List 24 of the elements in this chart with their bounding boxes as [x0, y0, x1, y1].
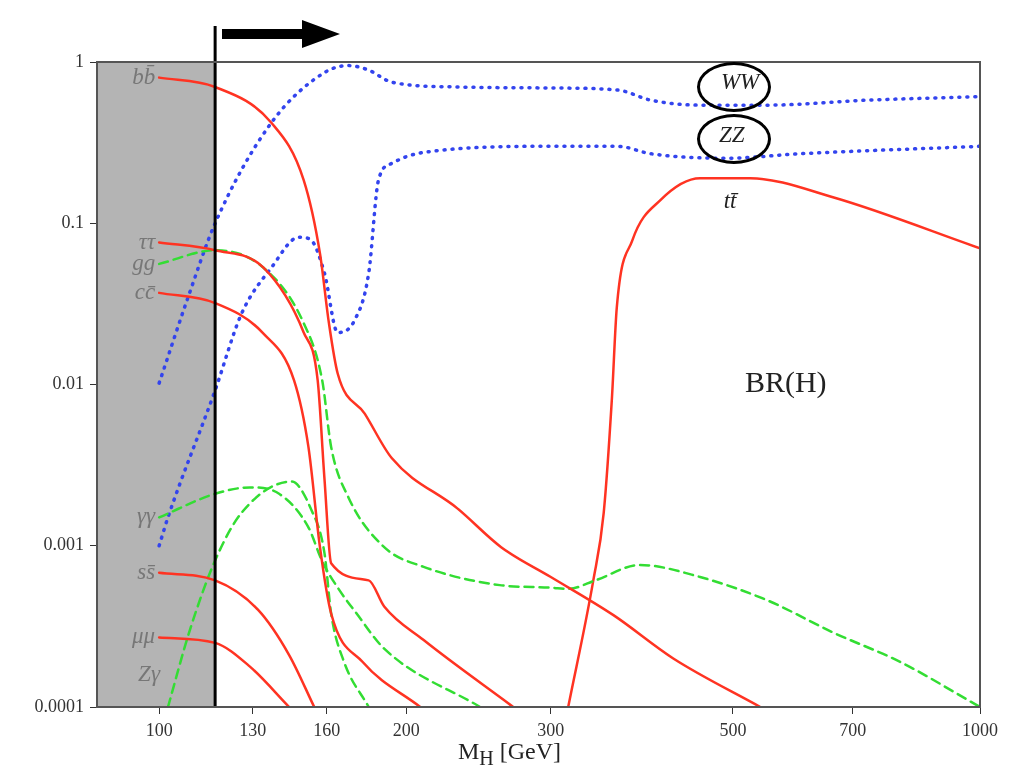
series-label: μμ [131, 623, 156, 649]
y-tick-label: 1 [75, 50, 84, 71]
x-tick-label: 100 [145, 719, 173, 740]
y-tick-label: 0.01 [52, 373, 84, 394]
y-tick-label: 0.0001 [34, 695, 84, 716]
x-tick-label: 700 [839, 719, 867, 740]
series-label: WW [720, 69, 762, 95]
x-tick-label: 130 [239, 719, 267, 740]
annotation: BR(H) [744, 365, 827, 400]
x-tick-label: 160 [313, 719, 341, 740]
x-tick-label: 200 [392, 719, 420, 740]
series-label: γγ [137, 503, 157, 529]
x-tick-label: 1000 [962, 719, 998, 740]
y-tick-label: 0.1 [61, 211, 84, 232]
series-label: tt̄ [723, 188, 739, 214]
series-label: bb̄ [132, 63, 156, 89]
x-axis-title: M$_{H}$ [GeV] [456, 738, 563, 770]
x-tick-label: 300 [537, 719, 565, 740]
y-tick-label: 0.001 [43, 534, 84, 555]
series-label: ZZ [718, 122, 745, 148]
series-label: Zγ [138, 661, 161, 687]
series-label: ss̄ [137, 558, 156, 584]
x-tick-label: 500 [719, 719, 747, 740]
series-label: cc̄ [134, 278, 156, 304]
